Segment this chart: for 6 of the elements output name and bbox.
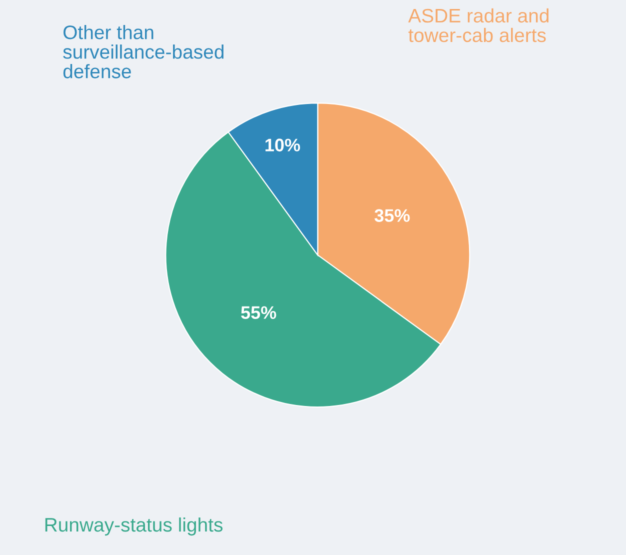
slice-label: ASDE radar and tower-cab alerts: [408, 8, 548, 42]
data-label: 55%: [241, 306, 276, 319]
data-label: 35%: [374, 209, 410, 222]
slice-label: Other than surveillance-based defense: [63, 24, 224, 78]
slice-label: Runway-status lights: [45, 517, 223, 536]
data-label: 10%: [266, 138, 300, 152]
